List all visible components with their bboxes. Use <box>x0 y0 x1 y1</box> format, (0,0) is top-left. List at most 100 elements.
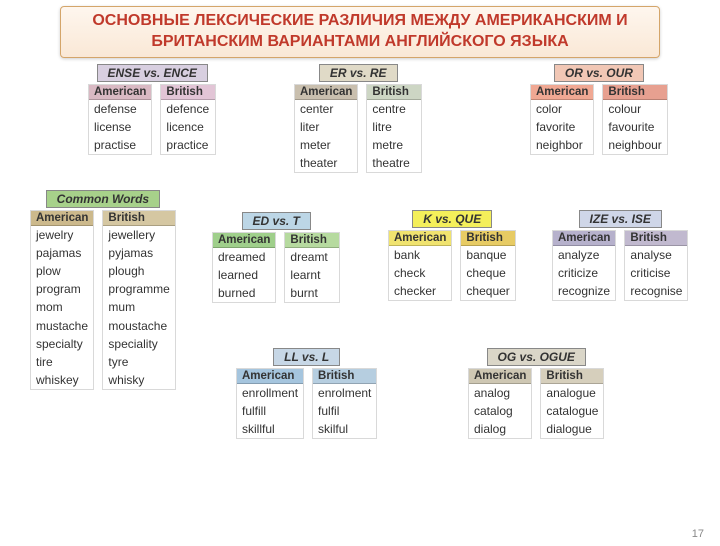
group-header: ED vs. T <box>242 212 311 230</box>
group-header: ENSE vs. ENCE <box>97 64 208 82</box>
word-cell: practice <box>161 136 215 154</box>
word-cell: check <box>389 264 451 282</box>
word-cell: licence <box>161 118 215 136</box>
word-cell: burnt <box>285 284 339 302</box>
word-cell: practise <box>89 136 151 154</box>
column-header-american: American <box>295 85 357 100</box>
word-cell: enrollment <box>237 384 303 402</box>
word-cell: metre <box>367 136 421 154</box>
column-british: Britishanaloguecataloguedialogue <box>540 368 604 440</box>
column-header-british: British <box>367 85 421 100</box>
word-cell: defence <box>161 100 215 118</box>
word-cell: neighbour <box>603 136 666 154</box>
groups-canvas: ENSE vs. ENCEAmericandefenselicensepract… <box>0 62 720 532</box>
column-british: Britishanalysecriticiserecognise <box>624 230 688 302</box>
column-british: Britishenrolmentfulfilskilful <box>312 368 377 440</box>
group-header: Common Words <box>46 190 160 208</box>
word-cell: programme <box>103 280 174 298</box>
word-cell: mum <box>103 298 174 316</box>
word-cell: pyjamas <box>103 244 174 262</box>
word-cell: fulfill <box>237 402 303 420</box>
column-british: Britishcolourfavouriteneighbour <box>602 84 667 156</box>
word-cell: catalog <box>469 402 531 420</box>
word-cell: checker <box>389 282 451 300</box>
word-cell: litre <box>367 118 421 136</box>
column-american: Americancenterlitermetertheater <box>294 84 358 174</box>
word-cell: defense <box>89 100 151 118</box>
group-k: K vs. QUEAmericanbankcheckcheckerBritish… <box>388 210 516 302</box>
word-cell: theatre <box>367 154 421 172</box>
word-cell: analog <box>469 384 531 402</box>
word-cell: centre <box>367 100 421 118</box>
word-cell: specialty <box>31 335 93 353</box>
word-cell: mustache <box>31 317 93 335</box>
word-cell: banque <box>461 246 515 264</box>
word-cell: favorite <box>531 118 593 136</box>
column-british: Britishbanquechequechequer <box>460 230 516 302</box>
word-cell: recognize <box>553 282 615 300</box>
word-cell: tire <box>31 353 93 371</box>
word-cell: colour <box>603 100 666 118</box>
column-american: Americanbankcheckchecker <box>388 230 452 302</box>
word-cell: dreamt <box>285 248 339 266</box>
column-american: Americandefenselicensepractise <box>88 84 152 156</box>
column-american: Americandreamedlearnedburned <box>212 232 276 304</box>
word-cell: burned <box>213 284 275 302</box>
column-header-british: British <box>285 233 339 248</box>
group-og: OG vs. OGUEAmericananalogcatalogdialogBr… <box>468 348 604 440</box>
word-cell: skillful <box>237 420 303 438</box>
word-cell: criticise <box>625 264 687 282</box>
group-header: IZE vs. ISE <box>579 210 662 228</box>
column-header-british: British <box>103 211 174 226</box>
word-cell: skilful <box>313 420 376 438</box>
word-cell: program <box>31 280 93 298</box>
word-cell: learned <box>213 266 275 284</box>
word-cell: moustache <box>103 317 174 335</box>
page-number: 17 <box>692 528 704 540</box>
word-cell: liter <box>295 118 357 136</box>
word-cell: catalogue <box>541 402 603 420</box>
column-header-american: American <box>389 231 451 246</box>
group-header: OG vs. OGUE <box>487 348 586 366</box>
word-cell: dialog <box>469 420 531 438</box>
word-cell: meter <box>295 136 357 154</box>
word-cell: analyze <box>553 246 615 264</box>
word-cell: speciality <box>103 335 174 353</box>
word-cell: dreamed <box>213 248 275 266</box>
group-ll: LL vs. LAmericanenrollmentfulfillskillfu… <box>236 348 377 440</box>
word-cell: enrolment <box>313 384 376 402</box>
word-cell: analogue <box>541 384 603 402</box>
word-cell: pajamas <box>31 244 93 262</box>
word-cell: mom <box>31 298 93 316</box>
word-cell: dialogue <box>541 420 603 438</box>
column-header-british: British <box>541 369 603 384</box>
word-cell: jewellery <box>103 226 174 244</box>
word-cell: neighbor <box>531 136 593 154</box>
column-header-british: British <box>313 369 376 384</box>
column-header-american: American <box>213 233 275 248</box>
group-header: OR vs. OUR <box>554 64 644 82</box>
column-header-american: American <box>89 85 151 100</box>
column-british: Britishdreamtlearntburnt <box>284 232 340 304</box>
column-header-british: British <box>603 85 666 100</box>
group-or: OR vs. OURAmericancolorfavoriteneighborB… <box>530 64 668 156</box>
word-cell: plough <box>103 262 174 280</box>
column-american: Americanenrollmentfulfillskillful <box>236 368 304 440</box>
column-header-american: American <box>531 85 593 100</box>
word-cell: license <box>89 118 151 136</box>
word-cell: cheque <box>461 264 515 282</box>
word-cell: tyre <box>103 353 174 371</box>
column-british: Britishcentrelitremetretheatre <box>366 84 422 174</box>
group-ize: IZE vs. ISEAmericananalyzecriticizerecog… <box>552 210 688 302</box>
word-cell: whiskey <box>31 371 93 389</box>
word-cell: bank <box>389 246 451 264</box>
column-american: Americanjewelrypajamasplowprogrammommust… <box>30 210 94 391</box>
column-british: Britishdefencelicencepractice <box>160 84 216 156</box>
word-cell: theater <box>295 154 357 172</box>
column-american: Americananalogcatalogdialog <box>468 368 532 440</box>
column-british: Britishjewellerypyjamasploughprogrammemu… <box>102 210 175 391</box>
column-american: Americancolorfavoriteneighbor <box>530 84 594 156</box>
column-header-british: British <box>161 85 215 100</box>
word-cell: learnt <box>285 266 339 284</box>
column-header-british: British <box>461 231 515 246</box>
